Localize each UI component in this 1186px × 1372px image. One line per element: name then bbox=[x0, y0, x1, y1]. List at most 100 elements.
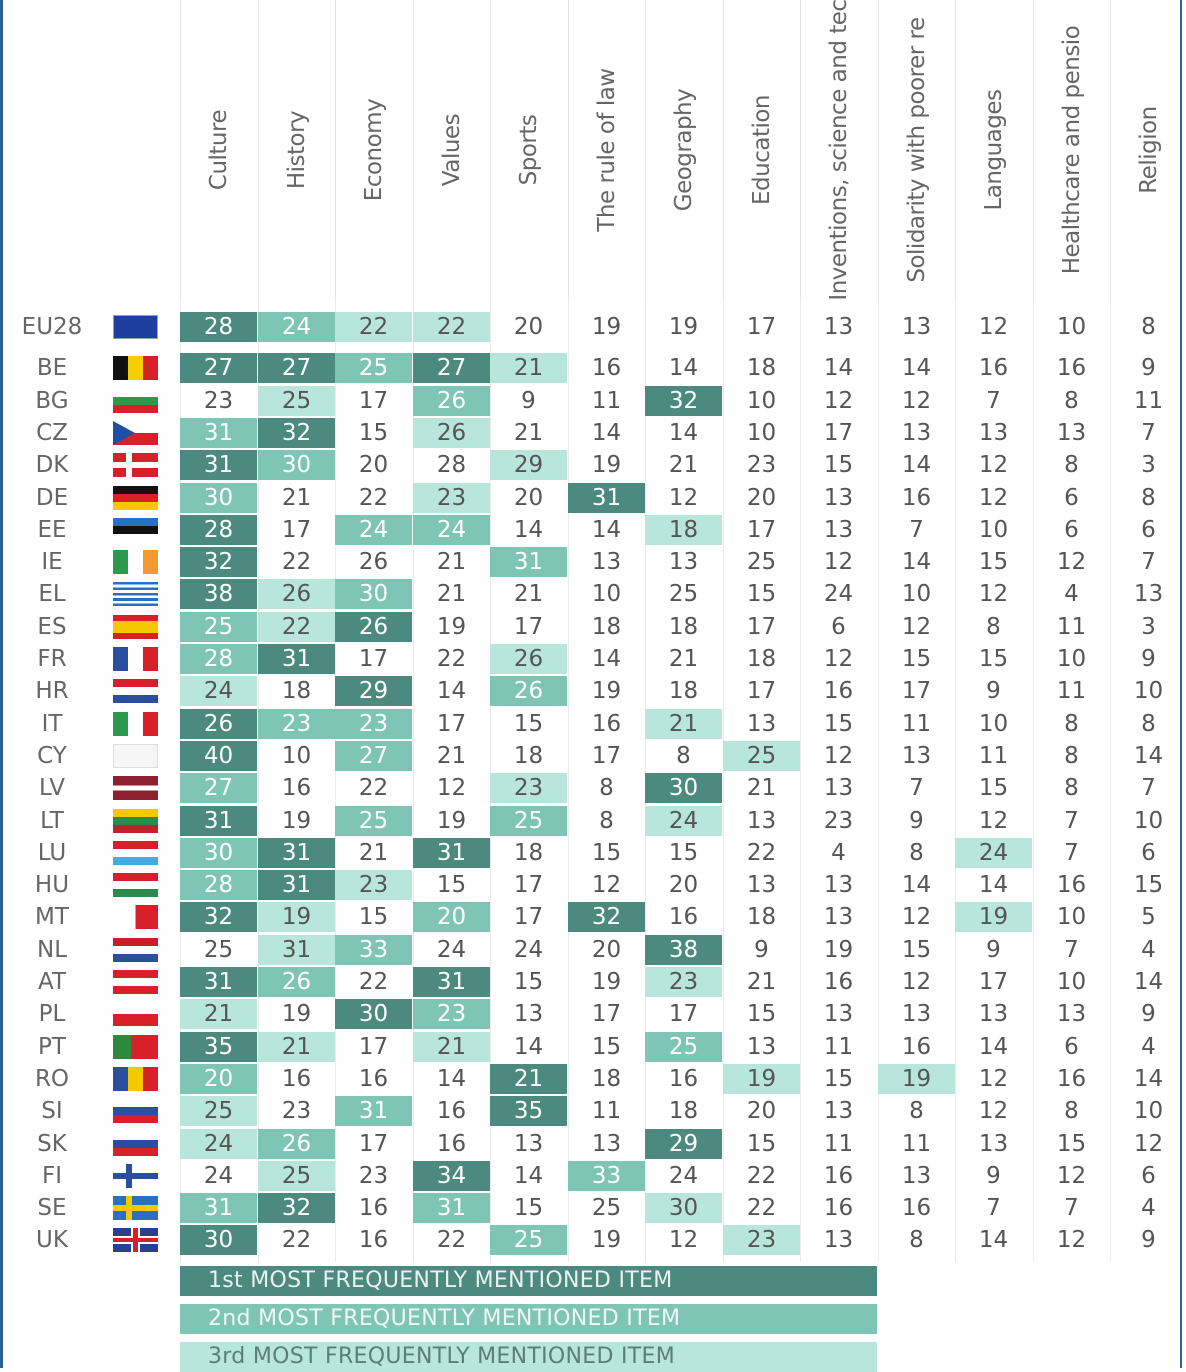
table-cell: 23 bbox=[746, 452, 777, 478]
table-cell: 19 bbox=[281, 808, 312, 834]
column-header-label: Languages bbox=[981, 89, 1007, 211]
table-cell: 31 bbox=[490, 547, 567, 577]
table-cell: 15 bbox=[978, 646, 1009, 672]
table-cell: 35 bbox=[180, 1032, 257, 1062]
table-cell: 12 bbox=[901, 614, 932, 640]
table-cell: 12 bbox=[1056, 1227, 1087, 1253]
table-cell: 22 bbox=[281, 1227, 312, 1253]
table-cell: 15 bbox=[823, 452, 854, 478]
table-cell: 13 bbox=[823, 485, 854, 511]
table-cell: 22 bbox=[358, 485, 389, 511]
table-cell: 21 bbox=[513, 581, 544, 607]
table-cell: 17 bbox=[746, 314, 777, 340]
table-cell: 7 bbox=[1064, 1195, 1079, 1221]
table-cell: 24 bbox=[955, 838, 1032, 868]
table-cell: 15 bbox=[1133, 872, 1164, 898]
table-cell: 19 bbox=[591, 969, 622, 995]
table-cell: 21 bbox=[746, 775, 777, 801]
row-label: HU bbox=[34, 872, 70, 898]
table-cell: 31 bbox=[180, 1193, 257, 1223]
row-label: FI bbox=[41, 1163, 62, 1189]
flag-hr-icon bbox=[113, 679, 158, 703]
table-cell: 12 bbox=[668, 1227, 699, 1253]
flag-nl-icon bbox=[113, 938, 158, 962]
flag-cy-icon bbox=[113, 744, 158, 768]
table-cell: 40 bbox=[180, 741, 257, 771]
table-cell: 27 bbox=[180, 353, 257, 383]
row-label: IE bbox=[41, 549, 63, 575]
table-cell: 25 bbox=[258, 386, 335, 416]
table-cell: 12 bbox=[901, 388, 932, 414]
table-cell: 19 bbox=[591, 1227, 622, 1253]
column-header: Culture bbox=[180, 0, 257, 300]
table-cell: 12 bbox=[436, 775, 467, 801]
row-label: FR bbox=[37, 646, 67, 672]
table-cell: 31 bbox=[258, 644, 335, 674]
table-cell: 31 bbox=[180, 806, 257, 836]
table-cell: 21 bbox=[258, 1032, 335, 1062]
table-cell: 13 bbox=[901, 420, 932, 446]
table-cell: 26 bbox=[490, 644, 567, 674]
table-cell: 18 bbox=[645, 515, 722, 545]
table-cell: 14 bbox=[668, 420, 699, 446]
table-cell: 31 bbox=[258, 870, 335, 900]
flag-ro-icon bbox=[113, 1067, 158, 1091]
table-cell: 11 bbox=[1133, 388, 1164, 414]
table-cell: 15 bbox=[901, 937, 932, 963]
table-cell: 24 bbox=[180, 676, 257, 706]
table-cell: 21 bbox=[436, 743, 467, 769]
column-header-label: Education bbox=[749, 94, 775, 206]
flag-ie-icon bbox=[113, 550, 158, 574]
table-cell: 22 bbox=[281, 549, 312, 575]
row-label: CZ bbox=[36, 420, 68, 446]
flag-bg-icon bbox=[113, 389, 158, 413]
table-cell: 32 bbox=[645, 386, 722, 416]
table-cell: 10 bbox=[978, 517, 1009, 543]
column-header: Sports bbox=[490, 0, 567, 300]
table-cell: 16 bbox=[281, 1066, 312, 1092]
row-label: SE bbox=[37, 1195, 67, 1221]
table-cell: 11 bbox=[823, 1034, 854, 1060]
table-cell: 4 bbox=[1141, 937, 1156, 963]
table-cell: 14 bbox=[513, 1034, 544, 1060]
table-cell: 6 bbox=[1141, 517, 1156, 543]
table-cell: 20 bbox=[746, 485, 777, 511]
table-cell: 15 bbox=[591, 840, 622, 866]
table-cell: 15 bbox=[823, 711, 854, 737]
flag-uk-icon bbox=[113, 1228, 158, 1252]
table-cell: 31 bbox=[413, 1193, 490, 1223]
table-cell: 26 bbox=[335, 612, 412, 642]
table-cell: 15 bbox=[358, 904, 389, 930]
table-cell: 26 bbox=[258, 967, 335, 997]
table-cell: 9 bbox=[1141, 1001, 1156, 1027]
table-cell: 30 bbox=[645, 773, 722, 803]
table-cell: 16 bbox=[358, 1227, 389, 1253]
table-cell: 16 bbox=[668, 1066, 699, 1092]
table-cell: 14 bbox=[978, 872, 1009, 898]
table-cell: 13 bbox=[1056, 1001, 1087, 1027]
table-cell: 15 bbox=[591, 1034, 622, 1060]
table-cell: 38 bbox=[645, 935, 722, 965]
table-cell: 5 bbox=[1141, 904, 1156, 930]
column-header: Inventions, science and tec bbox=[800, 0, 877, 300]
table-cell: 17 bbox=[513, 904, 544, 930]
table-cell: 31 bbox=[258, 838, 335, 868]
table-cell: 27 bbox=[258, 353, 335, 383]
flag-eu-icon bbox=[113, 315, 158, 339]
row-label: IT bbox=[41, 711, 63, 737]
table-cell: 18 bbox=[513, 743, 544, 769]
table-cell: 25 bbox=[490, 806, 567, 836]
table-cell: 25 bbox=[645, 1032, 722, 1062]
table-cell: 13 bbox=[978, 1001, 1009, 1027]
table-cell: 17 bbox=[823, 420, 854, 446]
table-cell: 31 bbox=[335, 1096, 412, 1126]
table-cell: 12 bbox=[978, 1098, 1009, 1124]
flag-lv-icon bbox=[113, 776, 158, 800]
table-cell: 21 bbox=[413, 1032, 490, 1062]
table-cell: 12 bbox=[978, 314, 1009, 340]
table-cell: 24 bbox=[335, 515, 412, 545]
table-cell: 7 bbox=[986, 1195, 1001, 1221]
table-cell: 10 bbox=[746, 420, 777, 446]
table-cell: 32 bbox=[568, 902, 645, 932]
flag-pt-icon bbox=[113, 1035, 158, 1059]
